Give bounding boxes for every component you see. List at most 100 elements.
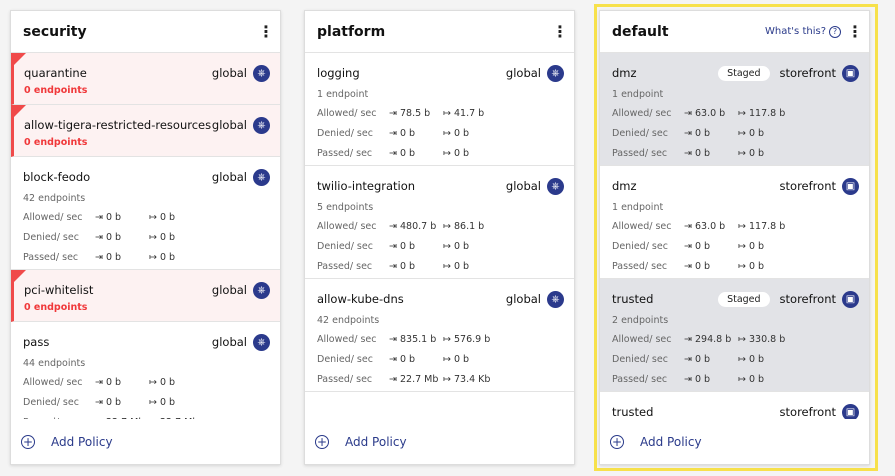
policy-list[interactable]: quarantine global ⎈ 0 endpoints allow-tig… <box>11 53 280 423</box>
ingress-value: ⇥ 0 b <box>389 240 416 252</box>
policy-item[interactable]: pci-whitelist global ⎈ 0 endpoints <box>11 270 280 322</box>
kubernetes-icon: ⎈ <box>253 281 270 299</box>
ingress-icon: ⇥ <box>389 240 400 252</box>
policy-item[interactable]: logging global ⎈ 1 endpoint Allowed/ sec ⇥… <box>305 53 574 166</box>
tier-title: security <box>23 23 87 40</box>
ingress-icon: ⇥ <box>684 127 695 139</box>
egress-icon: ↦ <box>443 220 454 232</box>
egress-value: ↦ 0 b <box>149 231 176 243</box>
more-options-icon[interactable]: ⋮ <box>847 21 863 41</box>
egress-value: ↦ 0 b <box>149 396 176 408</box>
stat-passed: Passed/ sec ⇥ 0 b ↦ 0 b <box>317 147 470 159</box>
egress-value: ↦ 0 b <box>738 147 765 159</box>
egress-value: ↦ 0 b <box>738 240 765 252</box>
policy-name: pass <box>23 335 50 349</box>
add-policy-button[interactable]: + Add Policy <box>11 419 280 464</box>
stat-allowed: Allowed/ sec ⇥ 480.7 b ↦ 86.1 b <box>317 220 485 232</box>
kubernetes-icon: ⎈ <box>253 333 270 351</box>
endpoint-count: 44 endpoints <box>23 358 86 369</box>
policy-item[interactable]: dmz storefront ▣ 1 endpoint Allowed/ sec ⇥… <box>600 166 869 279</box>
stat-denied: Denied/ sec ⇥ 0 b ↦ 0 b <box>317 353 470 365</box>
policy-list[interactable]: logging global ⎈ 1 endpoint Allowed/ sec ⇥… <box>305 53 574 423</box>
policy-tier-platform: platform ⋮ logging global ⎈ 1 endpoint All… <box>304 10 575 465</box>
ingress-value: ⇥ 0 b <box>389 353 416 365</box>
policy-name: quarantine <box>24 66 87 80</box>
ingress-value: ⇥ 0 b <box>95 376 122 388</box>
egress-icon: ↦ <box>738 260 749 272</box>
stat-denied: Denied/ sec ⇥ 0 b ↦ 0 b <box>317 127 470 139</box>
ingress-value: ⇥ 0 b <box>389 147 416 159</box>
endpoint-count: 2 endpoints <box>612 315 669 326</box>
egress-value: ↦ 0 b <box>149 211 176 223</box>
stat-passed: Passed/ sec ⇥ 0 b ↦ 0 b <box>612 260 765 272</box>
ingress-value: ⇥ 0 b <box>684 240 711 252</box>
egress-icon: ↦ <box>443 127 454 139</box>
policy-item[interactable]: twilio-integration global ⎈ 5 endpoints Al… <box>305 166 574 279</box>
policy-name: dmz <box>612 66 637 80</box>
kubernetes-icon: ⎈ <box>547 177 564 195</box>
egress-icon: ↦ <box>738 107 749 119</box>
policy-item[interactable]: block-feodo global ⎈ 42 endpoints Allowed/… <box>11 157 280 270</box>
ingress-icon: ⇥ <box>95 231 106 243</box>
whats-this-link[interactable]: What's this?? <box>765 25 841 38</box>
endpoint-count: 5 endpoints <box>317 202 374 213</box>
ingress-icon: ⇥ <box>389 127 400 139</box>
ingress-value: ⇥ 0 b <box>389 260 416 272</box>
stat-allowed: Allowed/ sec ⇥ 78.5 b ↦ 41.7 b <box>317 107 485 119</box>
kubernetes-icon: ⎈ <box>253 168 270 186</box>
policy-name: allow-kube-dns <box>317 292 404 306</box>
policy-item[interactable]: allow-tigera-restricted-resources global… <box>11 105 280 157</box>
ingress-icon: ⇥ <box>389 107 400 119</box>
namespace-icon: ▣ <box>842 64 859 82</box>
policy-item[interactable]: pass global ⎈ 44 endpoints Allowed/ sec ⇥ … <box>11 322 280 423</box>
egress-icon: ↦ <box>443 333 454 345</box>
egress-value: ↦ 0 b <box>738 373 765 385</box>
endpoint-count: 0 endpoints <box>24 137 88 148</box>
stat-passed: Passed/ sec ⇥ 22.7 Mb ↦ 73.4 Kb <box>317 373 491 385</box>
stat-allowed: Allowed/ sec ⇥ 63.0 b ↦ 117.8 b <box>612 220 786 232</box>
policy-item[interactable]: trusted storefront ▣ <box>600 392 869 423</box>
policy-name: block-feodo <box>23 170 91 184</box>
endpoint-count: 0 endpoints <box>24 302 88 313</box>
more-options-icon[interactable]: ⋮ <box>258 21 274 41</box>
more-options-icon[interactable]: ⋮ <box>552 21 568 41</box>
staged-badge: Staged <box>718 291 770 307</box>
stat-passed: Passed/ sec ⇥ 0 b ↦ 0 b <box>612 373 765 385</box>
ingress-value: ⇥ 22.7 Mb <box>389 373 439 385</box>
endpoint-count: 42 endpoints <box>317 315 380 326</box>
stat-allowed: Allowed/ sec ⇥ 63.0 b ↦ 117.8 b <box>612 107 786 119</box>
ingress-icon: ⇥ <box>389 260 400 272</box>
policy-scope: global <box>505 179 541 193</box>
kubernetes-icon: ⎈ <box>253 116 270 134</box>
ingress-icon: ⇥ <box>684 220 695 232</box>
ingress-icon: ⇥ <box>389 373 400 385</box>
egress-icon: ↦ <box>149 211 160 223</box>
policy-item[interactable]: allow-kube-dns global ⎈ 42 endpoints Allow… <box>305 279 574 392</box>
policy-scope: global <box>211 283 247 297</box>
namespace-icon: ▣ <box>842 290 859 308</box>
tier-header: platform ⋮ <box>305 11 574 53</box>
add-policy-button[interactable]: + Add Policy <box>305 419 574 464</box>
stat-denied: Denied/ sec ⇥ 0 b ↦ 0 b <box>317 240 470 252</box>
ingress-icon: ⇥ <box>389 147 400 159</box>
egress-icon: ↦ <box>443 373 454 385</box>
ingress-icon: ⇥ <box>684 333 695 345</box>
policy-item[interactable]: dmz Staged storefront ▣ 1 endpoint Allowed… <box>600 53 869 166</box>
add-policy-button[interactable]: + Add Policy <box>600 419 869 464</box>
ingress-value: ⇥ 63.0 b <box>684 107 726 119</box>
egress-icon: ↦ <box>738 220 749 232</box>
policy-scope: storefront <box>779 179 836 193</box>
egress-value: ↦ 0 b <box>149 251 176 263</box>
policy-name: dmz <box>612 179 637 193</box>
policy-item[interactable]: quarantine global ⎈ 0 endpoints <box>11 53 280 105</box>
ingress-icon: ⇥ <box>684 147 695 159</box>
ingress-icon: ⇥ <box>389 220 400 232</box>
namespace-icon: ▣ <box>842 403 859 421</box>
namespace-icon: ▣ <box>842 177 859 195</box>
policy-scope: global <box>211 335 247 349</box>
policy-list[interactable]: dmz Staged storefront ▣ 1 endpoint Allowed… <box>600 53 869 423</box>
policy-item[interactable]: trusted Staged storefront ▣ 2 endpoints Al… <box>600 279 869 392</box>
stat-denied: Denied/ sec ⇥ 0 b ↦ 0 b <box>612 353 765 365</box>
kubernetes-icon: ⎈ <box>253 64 270 82</box>
egress-value: ↦ 0 b <box>443 260 470 272</box>
